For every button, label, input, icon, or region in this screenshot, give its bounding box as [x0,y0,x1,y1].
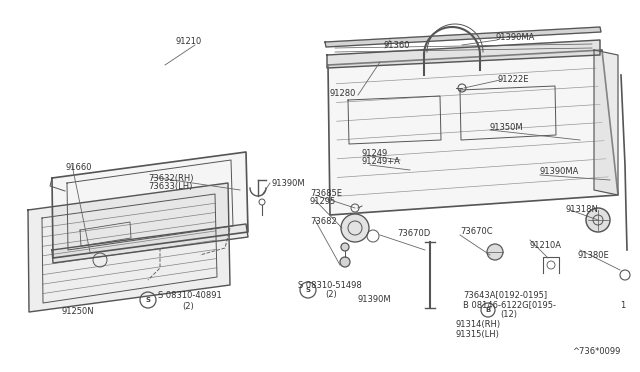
Text: 91210A: 91210A [530,241,562,250]
Circle shape [586,208,610,232]
Circle shape [340,257,350,267]
Text: 73670C: 73670C [460,228,493,237]
Text: 91318N: 91318N [566,205,599,215]
Text: S: S [305,287,310,293]
Circle shape [341,214,369,242]
Text: 73643A[0192-0195]: 73643A[0192-0195] [463,291,547,299]
Text: 91315(LH): 91315(LH) [455,330,499,340]
Text: 91249+A: 91249+A [362,157,401,167]
Text: 91222E: 91222E [498,76,529,84]
Text: 73685E: 73685E [310,189,342,198]
Text: S 08310-40891: S 08310-40891 [158,292,221,301]
Text: 91360: 91360 [383,41,410,49]
Text: 91390M: 91390M [357,295,390,305]
Text: ^736*0099: ^736*0099 [572,347,620,356]
Polygon shape [52,152,248,258]
Text: (2): (2) [325,291,337,299]
Polygon shape [52,224,248,263]
Text: 73682: 73682 [310,218,337,227]
Text: (12): (12) [500,311,517,320]
Text: 91660: 91660 [65,163,92,171]
Text: 73632(RH): 73632(RH) [148,173,193,183]
Text: S: S [145,297,150,303]
Polygon shape [328,50,618,215]
Circle shape [487,244,503,260]
Polygon shape [325,27,601,47]
Polygon shape [594,50,618,195]
Text: B 08146-6122G[0195-: B 08146-6122G[0195- [463,301,556,310]
Text: 91314(RH): 91314(RH) [455,321,500,330]
Text: 1: 1 [620,301,625,310]
Circle shape [341,243,349,251]
Text: 91295: 91295 [310,198,336,206]
Polygon shape [327,40,600,68]
Text: 91280: 91280 [330,89,356,97]
Text: 73633(LH): 73633(LH) [148,182,193,190]
Text: 91390MA: 91390MA [540,167,579,176]
Text: 91250N: 91250N [62,308,95,317]
Text: (2): (2) [182,301,194,311]
Text: 91380E: 91380E [578,250,610,260]
Text: B: B [485,307,491,313]
Text: 91390MA: 91390MA [495,32,534,42]
Text: 91210: 91210 [175,38,201,46]
Text: 73670D: 73670D [397,228,430,237]
Text: 91350M: 91350M [490,124,524,132]
Text: S 08310-51498: S 08310-51498 [298,280,362,289]
Text: 91390M: 91390M [272,179,306,187]
Text: 91249: 91249 [362,148,388,157]
Polygon shape [28,183,230,312]
